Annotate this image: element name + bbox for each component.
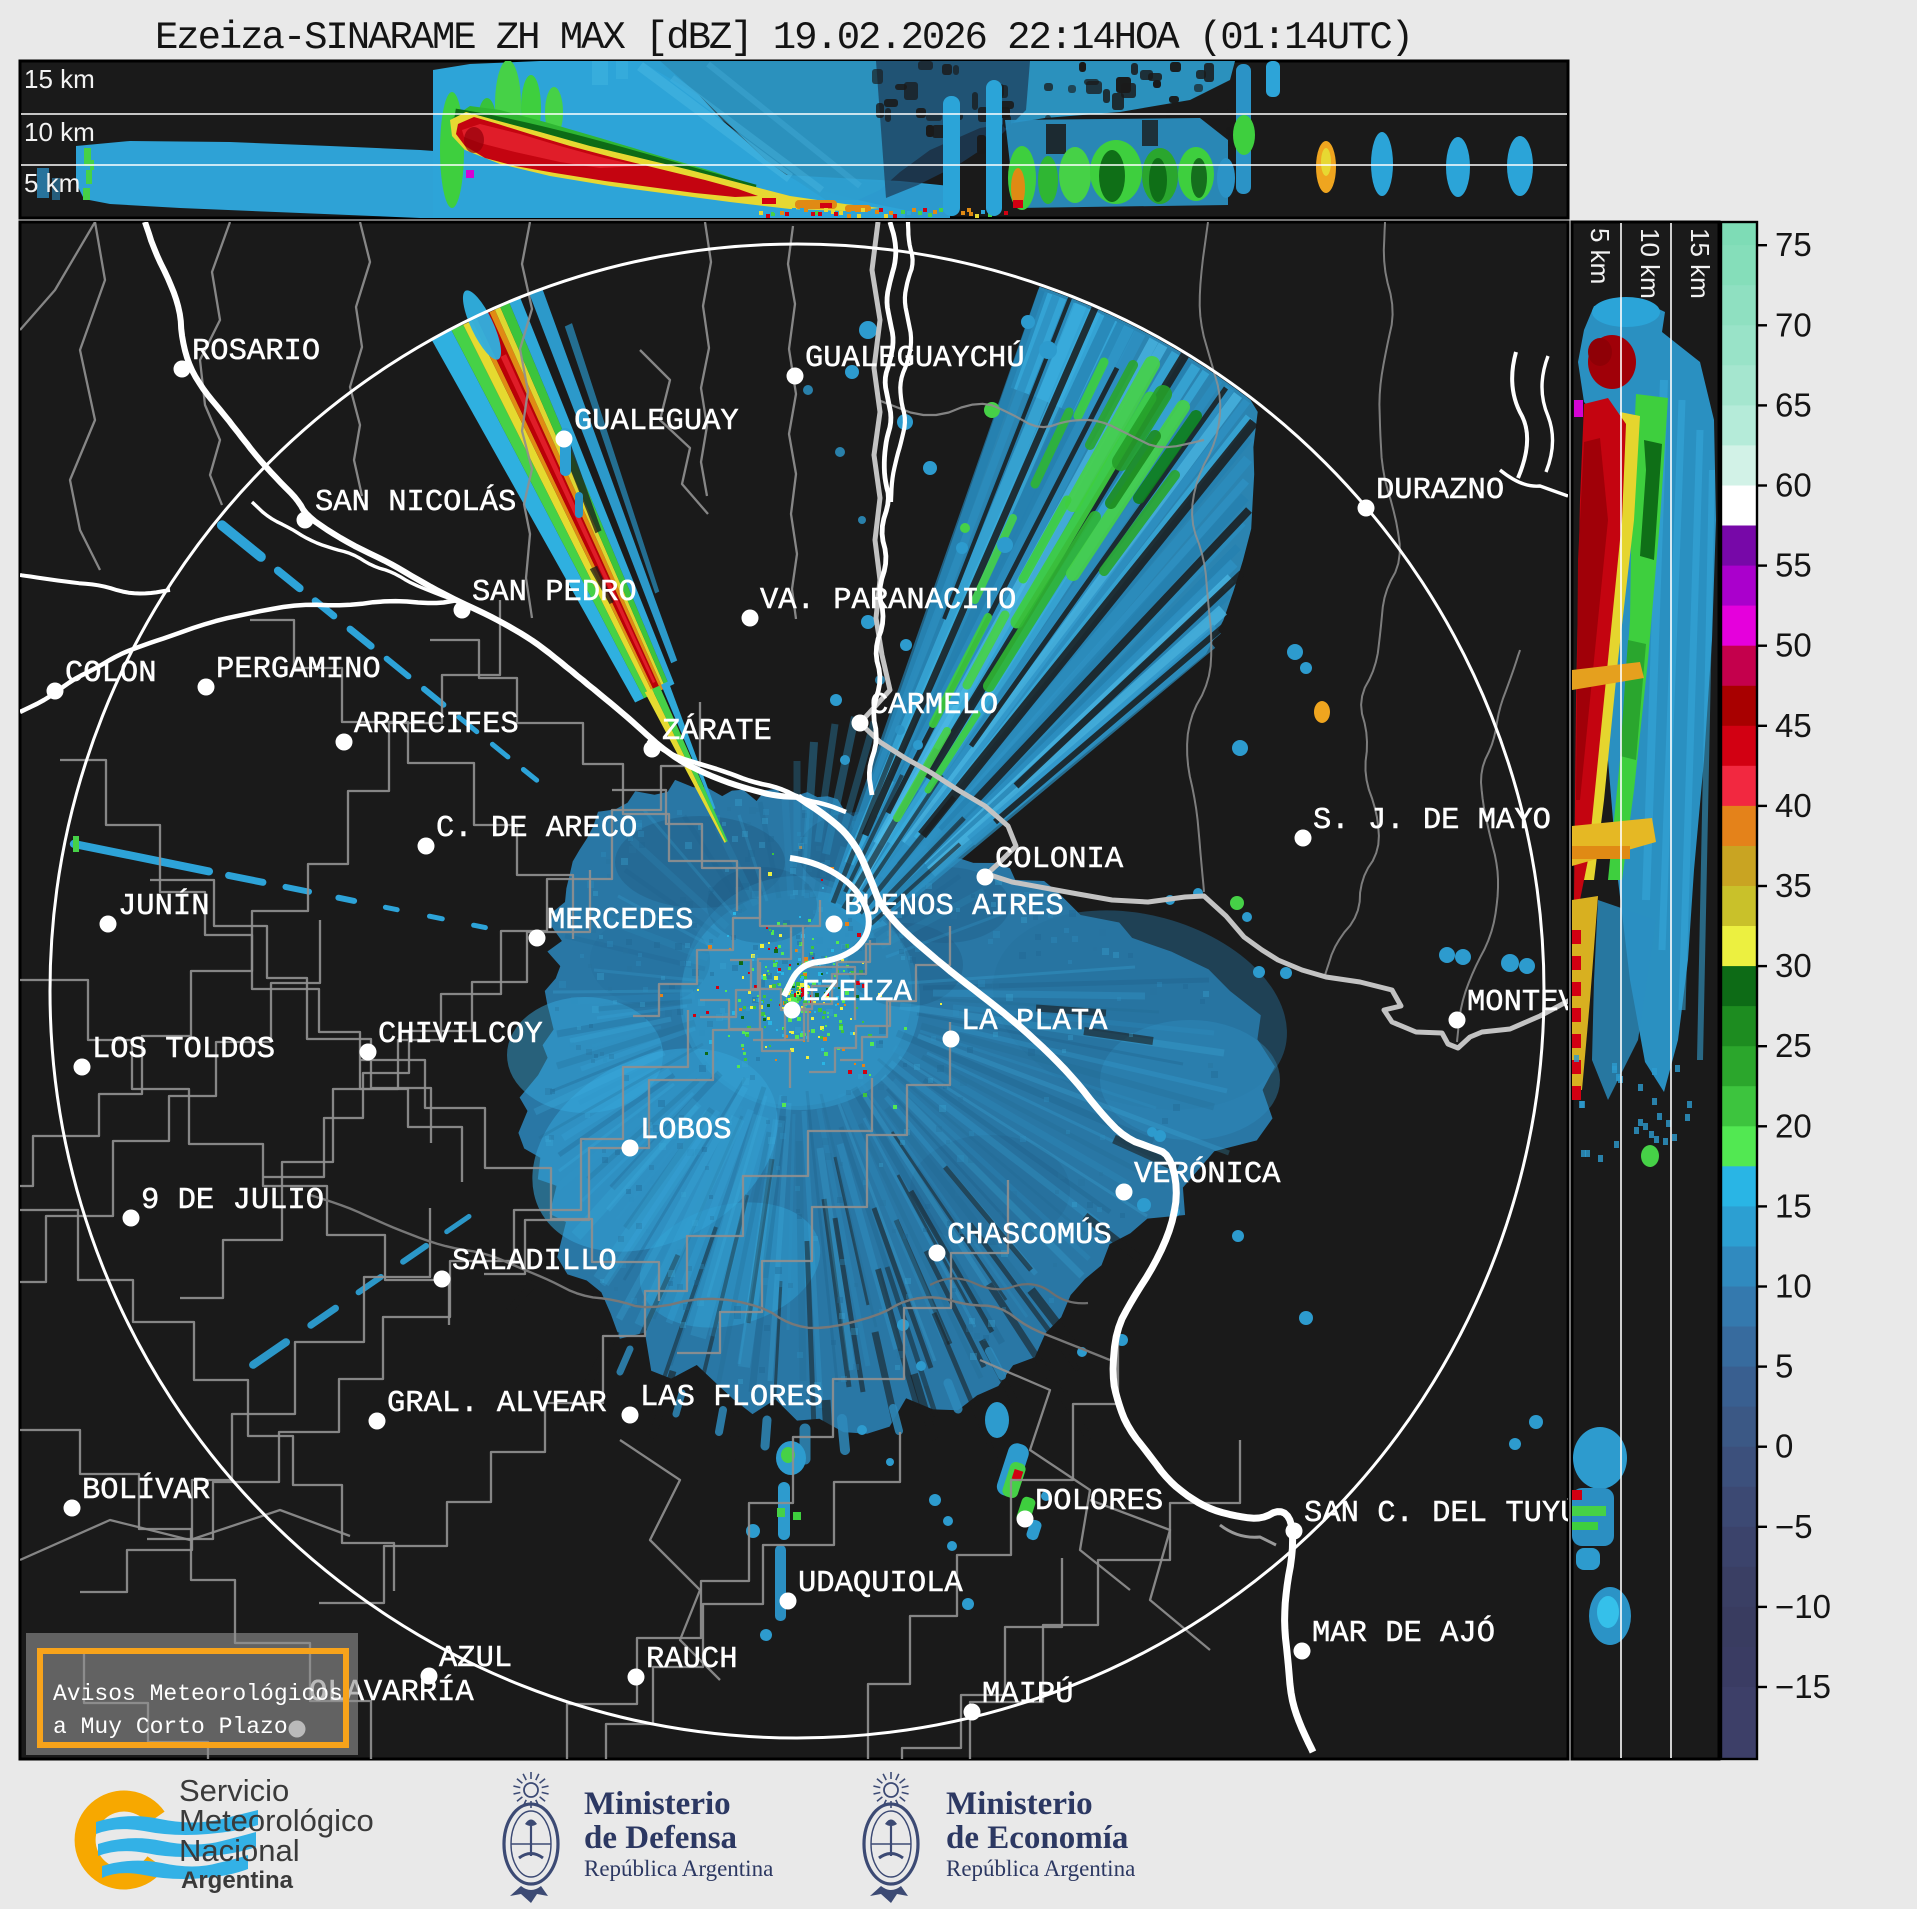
svg-text:JUNÍN: JUNÍN xyxy=(118,887,210,924)
svg-text:10: 10 xyxy=(1775,1268,1812,1305)
svg-text:de Defensa: de Defensa xyxy=(584,1820,737,1856)
svg-text:COLON: COLON xyxy=(65,657,157,691)
svg-text:−15: −15 xyxy=(1775,1668,1831,1705)
svg-text:75: 75 xyxy=(1775,226,1812,263)
svg-text:SAN PEDRO: SAN PEDRO xyxy=(472,576,637,610)
svg-text:de Economía: de Economía xyxy=(946,1820,1128,1856)
svg-text:S. J. DE MAYO: S. J. DE MAYO xyxy=(1313,804,1551,838)
svg-text:CARMELO: CARMELO xyxy=(870,689,998,723)
svg-text:RAUCH: RAUCH xyxy=(646,1643,738,1677)
svg-text:15 km: 15 km xyxy=(24,64,95,94)
svg-text:UDAQUIOLA: UDAQUIOLA xyxy=(798,1567,963,1601)
svg-text:CHIVILCOY: CHIVILCOY xyxy=(378,1018,543,1052)
svg-text:BOLÍVAR: BOLÍVAR xyxy=(82,1471,210,1508)
svg-text:−10: −10 xyxy=(1775,1588,1831,1625)
svg-text:CHASCOMÚS: CHASCOMÚS xyxy=(947,1216,1112,1253)
svg-text:ROSARIO: ROSARIO xyxy=(192,335,320,369)
svg-text:VERÓNICA: VERÓNICA xyxy=(1134,1155,1281,1192)
svg-text:65: 65 xyxy=(1775,386,1812,423)
svg-text:Meteorológico: Meteorológico xyxy=(179,1803,374,1838)
svg-text:35: 35 xyxy=(1775,867,1812,904)
svg-text:ARRECIFES: ARRECIFES xyxy=(354,708,519,742)
svg-text:GUALEGUAY: GUALEGUAY xyxy=(574,405,739,439)
svg-text:0: 0 xyxy=(1775,1428,1793,1465)
svg-text:SAN C. DEL TUYÚ: SAN C. DEL TUYÚ xyxy=(1304,1494,1579,1531)
svg-text:Nacional: Nacional xyxy=(179,1833,300,1868)
svg-text:LA PLATA: LA PLATA xyxy=(961,1005,1108,1039)
svg-text:50: 50 xyxy=(1775,627,1812,664)
svg-text:DOLORES: DOLORES xyxy=(1035,1485,1163,1519)
svg-text:LOBOS: LOBOS xyxy=(640,1114,732,1148)
svg-text:VA. PARANACITO: VA. PARANACITO xyxy=(760,584,1016,618)
svg-text:55: 55 xyxy=(1775,547,1812,584)
svg-text:10 km: 10 km xyxy=(1635,228,1665,299)
svg-text:25: 25 xyxy=(1775,1027,1812,1064)
svg-text:LAS FLORES: LAS FLORES xyxy=(640,1381,823,1415)
svg-text:30: 30 xyxy=(1775,947,1812,984)
svg-text:−5: −5 xyxy=(1775,1508,1813,1545)
svg-text:ZÁRATE: ZÁRATE xyxy=(662,712,772,749)
svg-text:República Argentina: República Argentina xyxy=(946,1856,1135,1881)
svg-text:SALADILLO: SALADILLO xyxy=(452,1245,617,1279)
svg-text:COLONIA: COLONIA xyxy=(995,843,1124,877)
svg-text:MONTEVIDEO: MONTEVIDEO xyxy=(1467,986,1650,1020)
svg-text:Ministerio: Ministerio xyxy=(946,1786,1093,1822)
svg-text:PERGAMINO: PERGAMINO xyxy=(216,653,381,687)
svg-text:GRAL. ALVEAR: GRAL. ALVEAR xyxy=(387,1387,607,1421)
svg-text:Ministerio: Ministerio xyxy=(584,1786,731,1822)
svg-text:SAN NICOLÁS: SAN NICOLÁS xyxy=(315,483,516,520)
svg-text:LOS TOLDOS: LOS TOLDOS xyxy=(92,1033,275,1067)
svg-text:15: 15 xyxy=(1775,1187,1812,1224)
svg-text:BUENOS AIRES: BUENOS AIRES xyxy=(844,890,1064,924)
svg-text:10 km: 10 km xyxy=(24,117,95,147)
svg-text:República Argentina: República Argentina xyxy=(584,1856,773,1881)
svg-text:5 km: 5 km xyxy=(1585,228,1615,284)
svg-text:MERCEDES: MERCEDES xyxy=(547,904,693,938)
svg-text:Servicio: Servicio xyxy=(179,1773,289,1808)
svg-text:45: 45 xyxy=(1775,707,1812,744)
svg-text:C. DE ARECO: C. DE ARECO xyxy=(436,812,637,846)
svg-text:AZUL: AZUL xyxy=(439,1642,512,1676)
svg-text:60: 60 xyxy=(1775,467,1812,504)
svg-text:a Muy Corto Plazo: a Muy Corto Plazo xyxy=(53,1714,288,1740)
svg-text:DURAZNO: DURAZNO xyxy=(1376,474,1504,508)
svg-text:MAIPÚ: MAIPÚ xyxy=(982,1675,1074,1712)
svg-text:15 km: 15 km xyxy=(1685,228,1715,299)
svg-text:5 km: 5 km xyxy=(24,168,80,198)
svg-text:Avisos Meteorológicos: Avisos Meteorológicos xyxy=(53,1681,343,1707)
svg-text:EZEIZA: EZEIZA xyxy=(802,976,913,1010)
svg-text:40: 40 xyxy=(1775,787,1812,824)
svg-text:70: 70 xyxy=(1775,306,1812,343)
svg-text:GUALEGUAYCHÚ: GUALEGUAYCHÚ xyxy=(805,339,1025,376)
svg-text:Argentina: Argentina xyxy=(181,1867,294,1894)
svg-text:9 DE JULIO: 9 DE JULIO xyxy=(141,1184,324,1218)
svg-text:MAR DE AJÓ: MAR DE AJÓ xyxy=(1312,1614,1495,1651)
svg-text:Ezeiza-SINARAME ZH MAX [dBZ] 1: Ezeiza-SINARAME ZH MAX [dBZ] 19.02.2026 … xyxy=(155,16,1412,60)
svg-text:20: 20 xyxy=(1775,1107,1812,1144)
svg-text:5: 5 xyxy=(1775,1348,1793,1385)
